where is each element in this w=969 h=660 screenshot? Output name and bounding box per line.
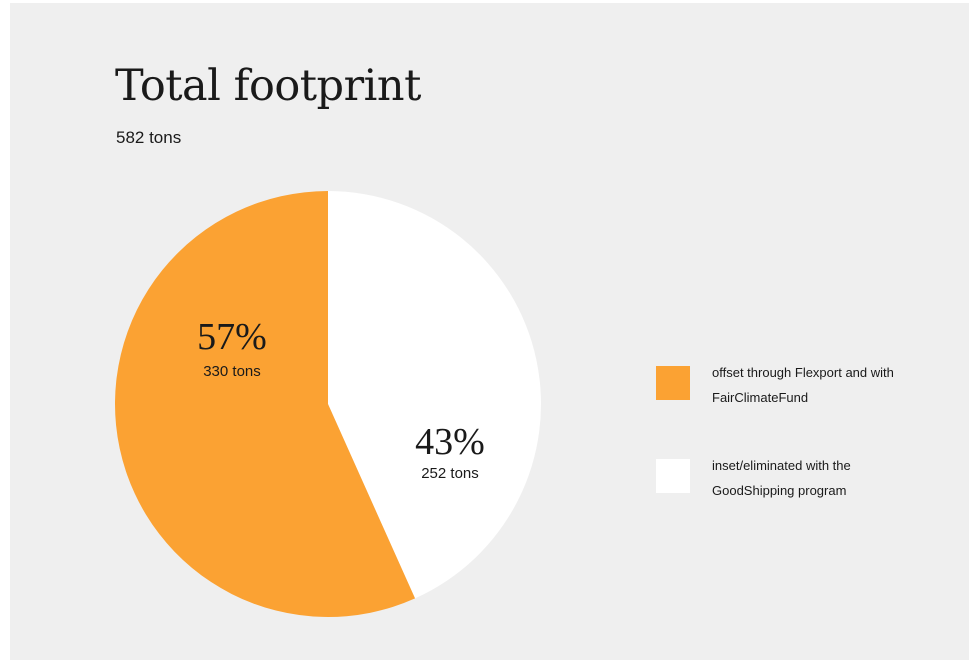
slice-label-offset: 57% 330 tons [197, 316, 267, 380]
slice-percent-inset: 43% [415, 421, 485, 463]
chart-subtitle: 582 tons [116, 128, 182, 147]
slice-value-offset: 330 tons [203, 363, 261, 380]
legend-label-offset: offset through Flexport and with FairCli… [712, 365, 894, 405]
legend-label-inset: inset/eliminated with the GoodShipping p… [712, 458, 851, 498]
chart-panel: Total footprint 582 tons 57% 330 tons 43… [10, 3, 969, 660]
legend-swatch-offset [656, 366, 690, 400]
slice-percent-offset: 57% [197, 316, 267, 358]
legend-item-inset: inset/eliminated with the GoodShipping p… [656, 453, 927, 503]
pie-slices [114, 191, 541, 618]
pie-slice-offset [114, 191, 416, 618]
slice-value-inset: 252 tons [421, 465, 479, 482]
pie-chart: 57% 330 tons 43% 252 tons [114, 191, 541, 618]
legend-item-offset: offset through Flexport and with FairCli… [656, 360, 927, 410]
legend-swatch-inset [656, 459, 690, 493]
pie-slice-inset [328, 191, 541, 599]
slice-label-inset: 43% 252 tons [415, 421, 485, 482]
chart-title: Total footprint [115, 61, 421, 111]
